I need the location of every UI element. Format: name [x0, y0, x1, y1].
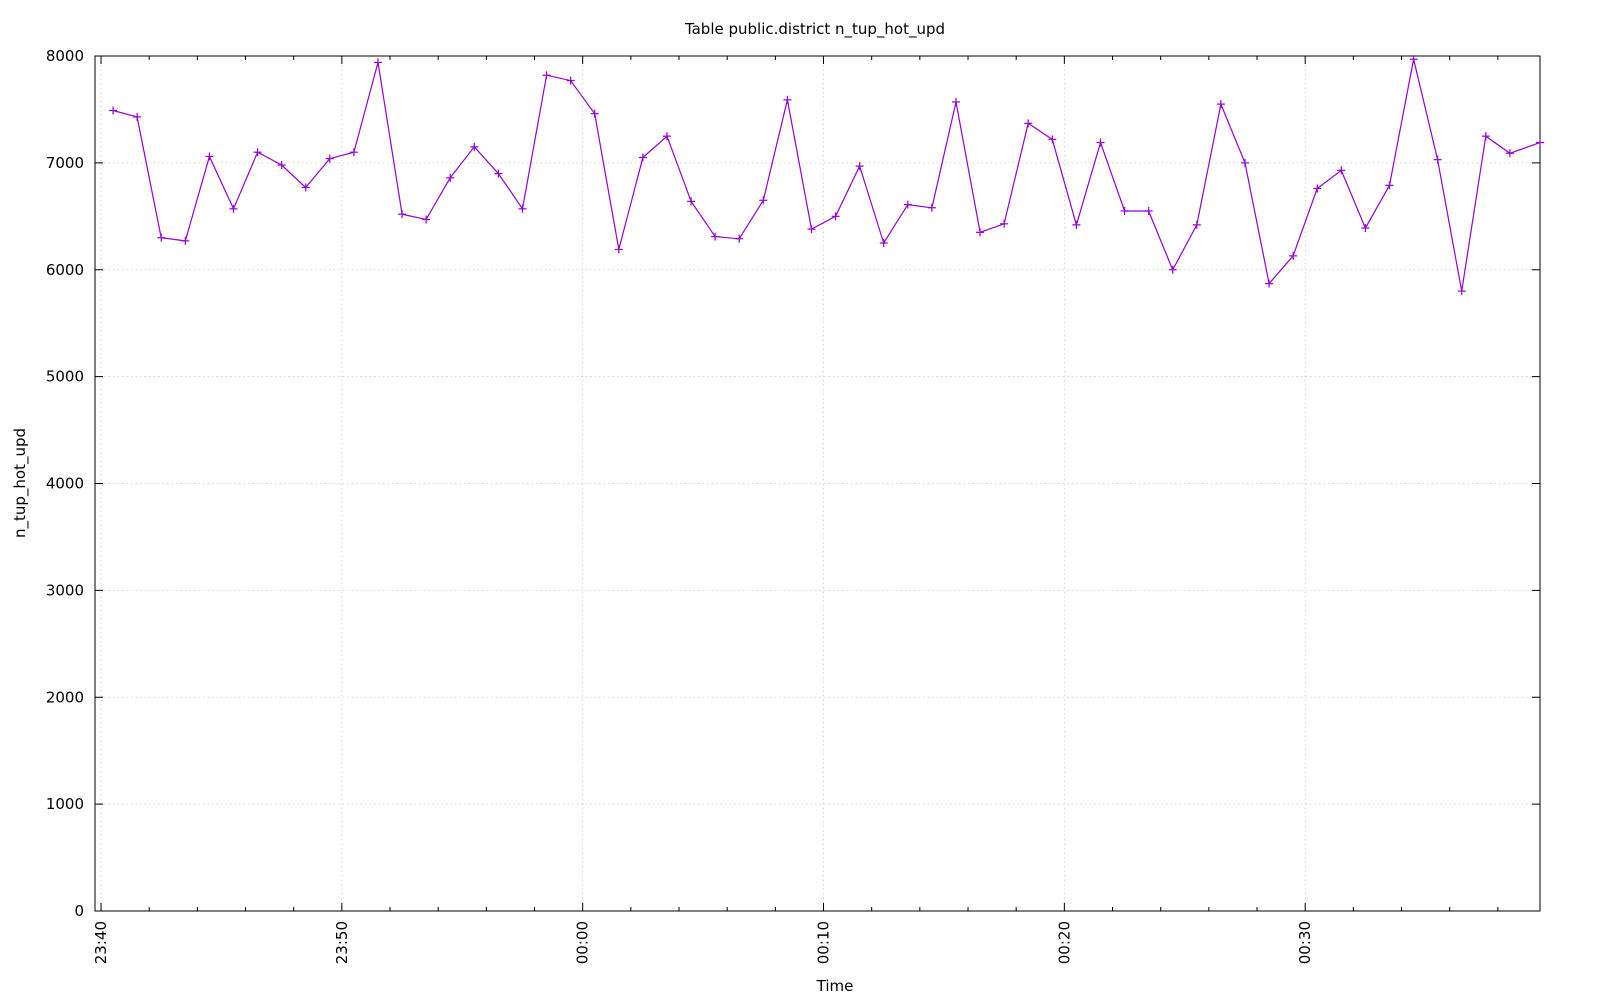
data-point — [735, 234, 744, 243]
data-point — [1433, 155, 1442, 164]
data-point — [590, 109, 599, 118]
data-point — [325, 154, 334, 163]
data-point — [1096, 138, 1105, 147]
data-point — [494, 169, 503, 178]
chart-title: Table public.district n_tup_hot_upd — [684, 20, 945, 39]
grid-lines — [95, 56, 1540, 911]
x-axis: 23:40 23:50 00:00 00:10 00:20 00:30 — [92, 56, 1499, 964]
y-tick-label: 8000 — [46, 47, 84, 65]
data-point — [277, 161, 286, 170]
data-point — [133, 112, 142, 121]
data-point — [1168, 265, 1177, 274]
series-line — [112, 59, 1541, 292]
data-point — [1409, 55, 1418, 64]
data-point — [807, 225, 816, 234]
data-point — [1385, 181, 1394, 190]
x-tick-label: 00:20 — [1055, 921, 1073, 964]
data-point — [638, 153, 647, 162]
y-axis-label: n_tup_hot_upd — [11, 428, 30, 538]
data-point — [1289, 251, 1298, 260]
data-point — [1337, 166, 1346, 175]
data-point — [1481, 132, 1490, 141]
data-point — [1536, 138, 1544, 147]
data-point — [229, 204, 238, 213]
data-point — [1048, 135, 1057, 144]
x-axis-label: Time — [816, 977, 854, 995]
data-point — [301, 183, 310, 192]
data-point — [253, 148, 262, 157]
y-tick-label: 2000 — [46, 688, 84, 706]
x-tick-label: 00:30 — [1296, 921, 1314, 964]
y-tick-label: 6000 — [46, 261, 84, 279]
data-point — [903, 200, 912, 209]
data-point — [181, 236, 190, 245]
x-tick-label: 23:40 — [92, 921, 110, 964]
data-point — [1120, 206, 1129, 215]
data-point — [1216, 100, 1225, 109]
data-point — [879, 239, 888, 248]
data-point — [783, 95, 792, 104]
data-point — [1313, 184, 1322, 193]
data-point — [205, 152, 214, 161]
data-point — [1240, 158, 1249, 167]
x-tick-label: 00:10 — [815, 921, 833, 964]
y-tick-label: 0 — [74, 902, 84, 920]
series-group — [109, 55, 1544, 296]
data-point — [711, 232, 720, 241]
data-point — [855, 162, 864, 171]
data-point — [566, 76, 575, 85]
data-point — [1361, 224, 1370, 233]
data-point — [518, 204, 527, 213]
data-point — [157, 233, 166, 242]
data-point — [976, 228, 985, 237]
data-point — [951, 97, 960, 106]
data-point — [1192, 220, 1201, 229]
data-point — [662, 132, 671, 141]
y-tick-label: 7000 — [46, 154, 84, 172]
data-point — [373, 58, 382, 67]
x-tick-label: 00:00 — [574, 921, 592, 964]
data-point — [1072, 220, 1081, 229]
data-point — [1505, 149, 1514, 158]
data-point — [1144, 206, 1153, 215]
data-point — [109, 106, 118, 115]
data-point — [1024, 119, 1033, 128]
data-point — [1000, 219, 1009, 228]
y-tick-label: 3000 — [46, 581, 84, 599]
data-point — [687, 197, 696, 206]
data-point — [446, 173, 455, 182]
data-point — [759, 196, 768, 205]
y-axis: 0 1000 2000 3000 4000 5000 6000 7000 8000 — [46, 47, 1540, 920]
x-tick-label: 23:50 — [333, 921, 351, 964]
y-tick-label: 1000 — [46, 795, 84, 813]
data-point — [927, 203, 936, 212]
data-point — [470, 142, 479, 151]
data-point — [614, 245, 623, 254]
y-tick-label: 4000 — [46, 475, 84, 493]
data-point — [542, 71, 551, 80]
data-point — [398, 210, 407, 219]
data-point — [831, 212, 840, 221]
y-tick-label: 5000 — [46, 368, 84, 386]
data-point — [1265, 279, 1274, 288]
data-point — [422, 215, 431, 224]
data-point — [1457, 287, 1466, 296]
data-point — [349, 148, 358, 157]
